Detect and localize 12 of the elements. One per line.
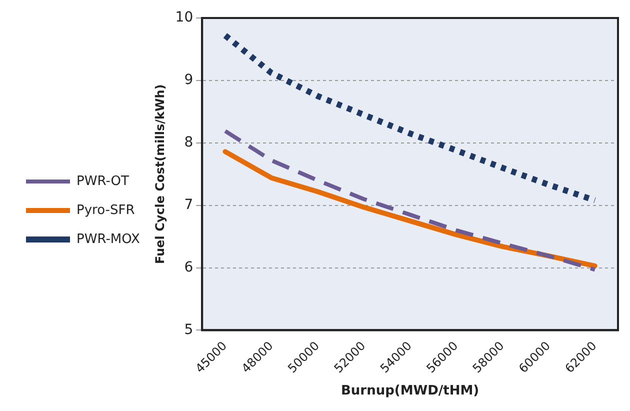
legend-label: Pyro-SFR [76, 202, 135, 218]
y-axis-title: Fuel Cycle Cost(mills/kWh) [153, 84, 168, 264]
y-tick-label: 9 [184, 72, 194, 88]
legend-label: PWR-OT [76, 174, 129, 189]
y-tick-label: 5 [184, 322, 194, 338]
legend-label: PWR-MOX [76, 232, 140, 247]
y-tick-label: 8 [184, 134, 194, 151]
x-axis-title: Burnup(MWD/tHM) [341, 384, 480, 399]
y-tick-label: 10 [175, 10, 194, 26]
y-tick-label: 6 [184, 259, 194, 276]
line-series [223, 129, 597, 272]
y-tick-label: 7 [184, 196, 194, 213]
